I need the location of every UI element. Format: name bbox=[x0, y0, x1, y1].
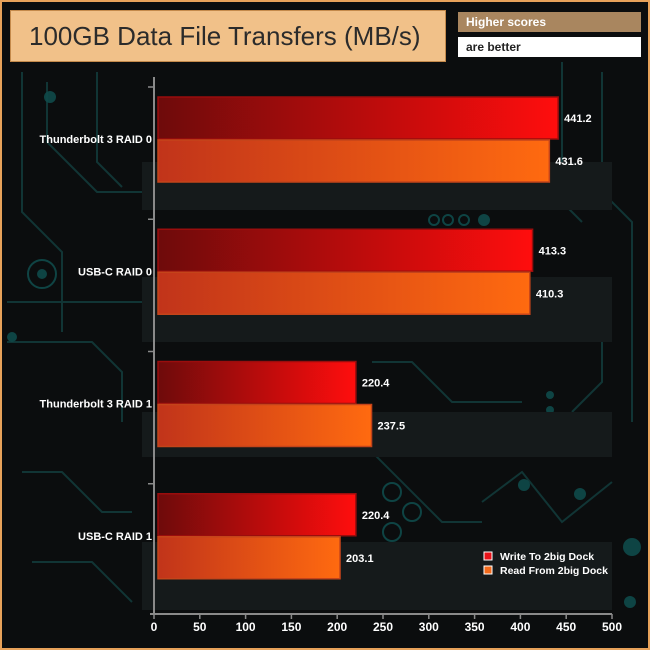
x-tick-label: 250 bbox=[373, 620, 393, 634]
data-label: 441.2 bbox=[564, 113, 592, 125]
legend-swatch bbox=[483, 551, 493, 561]
x-tick-label: 100 bbox=[236, 620, 256, 634]
bar bbox=[157, 493, 357, 537]
data-label: 431.6 bbox=[555, 156, 583, 168]
x-tick-label: 400 bbox=[510, 620, 530, 634]
x-tick-label: 500 bbox=[602, 620, 622, 634]
bar bbox=[157, 139, 551, 183]
category-label: Thunderbolt 3 RAID 0 bbox=[40, 134, 152, 146]
data-label: 220.4 bbox=[362, 510, 390, 522]
bar bbox=[157, 536, 341, 580]
category-label: USB-C RAID 1 bbox=[78, 531, 152, 543]
x-tick-label: 50 bbox=[193, 620, 207, 634]
legend-swatch bbox=[483, 565, 493, 575]
x-tick-label: 200 bbox=[327, 620, 347, 634]
data-label: 413.3 bbox=[539, 245, 567, 257]
data-label: 220.4 bbox=[362, 378, 390, 390]
x-tick-label: 150 bbox=[281, 620, 301, 634]
legend-label: Write To 2big Dock bbox=[500, 551, 594, 563]
data-label: 237.5 bbox=[378, 421, 406, 433]
category-label: Thunderbolt 3 RAID 1 bbox=[40, 399, 152, 411]
x-tick-label: 300 bbox=[419, 620, 439, 634]
bar bbox=[157, 403, 373, 448]
x-tick-label: 450 bbox=[556, 620, 576, 634]
data-label: 203.1 bbox=[346, 553, 374, 565]
legend-label: Read From 2big Dock bbox=[500, 565, 608, 577]
plot-area: 0 50 100 150 200 250 300 350 400 450 500 441.2 431.6… bbox=[40, 77, 622, 634]
bar bbox=[157, 271, 531, 315]
bar bbox=[157, 96, 559, 140]
higher-scores-badge: Higher scores bbox=[458, 12, 641, 32]
chart-title: 100GB Data File Transfers (MB/s) bbox=[10, 10, 446, 62]
x-tick-label: 350 bbox=[465, 620, 485, 634]
bar bbox=[157, 228, 534, 272]
data-label: 410.3 bbox=[536, 288, 564, 300]
category-label: USB-C RAID 0 bbox=[78, 266, 152, 278]
are-better-badge: are better bbox=[458, 37, 641, 57]
bar bbox=[157, 360, 357, 405]
x-tick-label: 0 bbox=[151, 620, 158, 634]
